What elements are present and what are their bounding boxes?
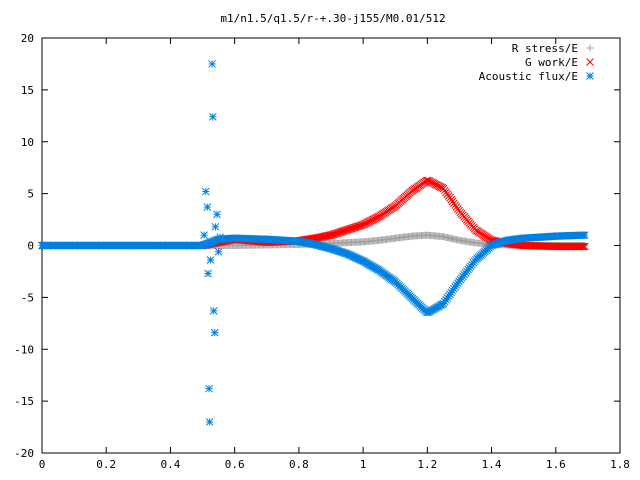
data-point (578, 242, 586, 251)
x-tick-label: 1.2 (417, 458, 437, 471)
outlier-point (201, 187, 210, 196)
outlier-point (210, 328, 219, 337)
x-tick-label: 1 (360, 458, 367, 471)
outlier-point (214, 247, 223, 256)
legend-label: Acoustic flux/E (479, 70, 578, 83)
outlier-point (200, 231, 209, 239)
outlier-point (208, 60, 217, 68)
data-point (579, 242, 588, 251)
x-tick-label: 0.2 (96, 458, 116, 471)
x-tick-label: 0.8 (289, 458, 309, 471)
x-tick-label: 0 (39, 458, 46, 471)
x-tick-label: 0.6 (225, 458, 245, 471)
legend-marker (586, 72, 594, 80)
y-tick-label: 0 (27, 240, 34, 253)
outlier-point (216, 233, 225, 242)
y-tick-label: 10 (21, 136, 34, 149)
outlier-point (205, 384, 213, 393)
x-tick-label: 1.4 (482, 458, 502, 471)
outlier-point (204, 269, 212, 278)
legend-marker (586, 58, 594, 66)
outlier-point (209, 307, 218, 315)
outlier-point (206, 256, 215, 264)
y-tick-label: 15 (21, 84, 34, 97)
outlier-point (208, 112, 217, 121)
legend-marker (586, 44, 594, 52)
x-tick-label: 1.8 (610, 458, 630, 471)
data-point (580, 231, 589, 239)
y-tick-label: 5 (27, 188, 34, 201)
y-tick-label: -10 (14, 343, 34, 356)
legend-label: R stress/E (512, 42, 578, 55)
outlier-point (203, 203, 212, 211)
y-tick-label: 20 (21, 32, 34, 45)
y-tick-label: -15 (14, 395, 34, 408)
series-layer (38, 60, 589, 426)
data-point (356, 221, 365, 230)
outlier-point (205, 418, 214, 426)
chart-title: m1/n1.5/q1.5/r-+.30-j155/M0.01/512 (220, 12, 445, 25)
data-point (580, 242, 589, 251)
x-tick-label: 1.6 (546, 458, 566, 471)
axes: 0 0.2 0.4 0.6 0.8 1 1.2 1.4 1.6 1.8 -20 -15 -10 -5 0 5 1… (14, 32, 630, 471)
data-point (358, 221, 366, 229)
data-point (576, 242, 585, 251)
series-2 (38, 60, 589, 426)
y-tick-label: -20 (14, 447, 34, 460)
outlier-point (211, 222, 220, 231)
x-tick-label: 0.4 (161, 458, 181, 471)
outlier-point (207, 239, 216, 248)
y-tick-label: -5 (21, 291, 34, 304)
outlier-point (213, 210, 221, 219)
legend-label: G work/E (525, 56, 578, 69)
